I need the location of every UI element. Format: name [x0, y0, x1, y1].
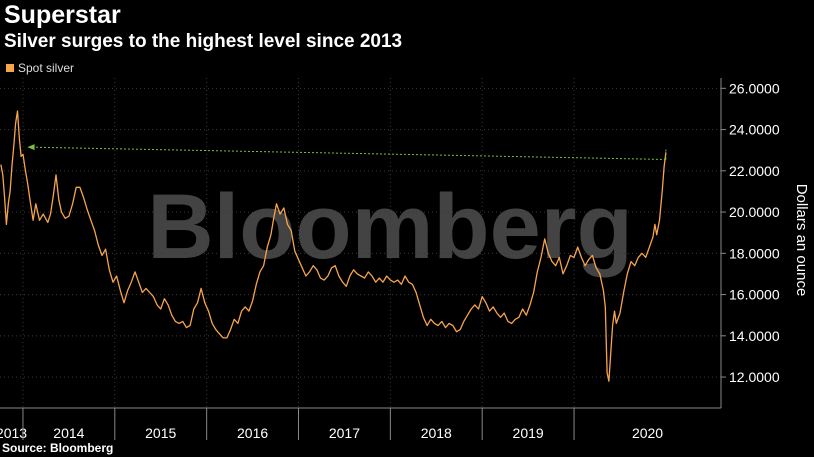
- y-tick-label: 16.0000: [729, 287, 780, 303]
- x-tick-label: 2018: [421, 425, 452, 441]
- y-tick-label: 26.0000: [729, 80, 780, 96]
- y-tick-label: 12.0000: [729, 369, 780, 385]
- y-axis: 12.0000 14.0000 16.0000 18.0000 20.0000 22.00…: [720, 78, 780, 408]
- y-tick-label: 22.0000: [729, 163, 780, 179]
- x-tick-label: 2019: [513, 425, 544, 441]
- x-tick-label: 2016: [237, 425, 268, 441]
- series-line-spot-silver: [0, 110, 667, 382]
- annotation-arrow-line: [27, 146, 666, 160]
- y-axis-title: Dollars an ounce: [793, 184, 810, 297]
- chart-title: Superstar: [4, 1, 121, 29]
- legend: Spot silver: [6, 61, 74, 75]
- y-tick-label: 14.0000: [729, 328, 780, 344]
- legend-label: Spot silver: [18, 61, 75, 75]
- x-axis: 2013 2014 2015 2016 2017 2018 2019 2020: [0, 407, 721, 441]
- y-tick-label: 20.0000: [729, 204, 780, 220]
- annotations: [27, 144, 667, 160]
- chart-subtitle: Silver surges to the highest level since…: [4, 31, 403, 52]
- grid: [0, 78, 721, 408]
- y-tick-label: 18.0000: [729, 245, 780, 261]
- x-tick-label: 2020: [632, 425, 663, 441]
- x-tick-label: 2014: [53, 425, 84, 441]
- x-tick-label: 2013: [0, 425, 27, 441]
- x-tick-label: 2015: [145, 425, 176, 441]
- annotation-arrowhead: [27, 144, 35, 151]
- x-tick-label: 2017: [329, 425, 360, 441]
- legend-swatch: [6, 64, 14, 72]
- y-tick-label: 24.0000: [729, 122, 780, 138]
- series-group: [0, 110, 667, 382]
- source-note: Source: Bloomberg: [2, 441, 114, 455]
